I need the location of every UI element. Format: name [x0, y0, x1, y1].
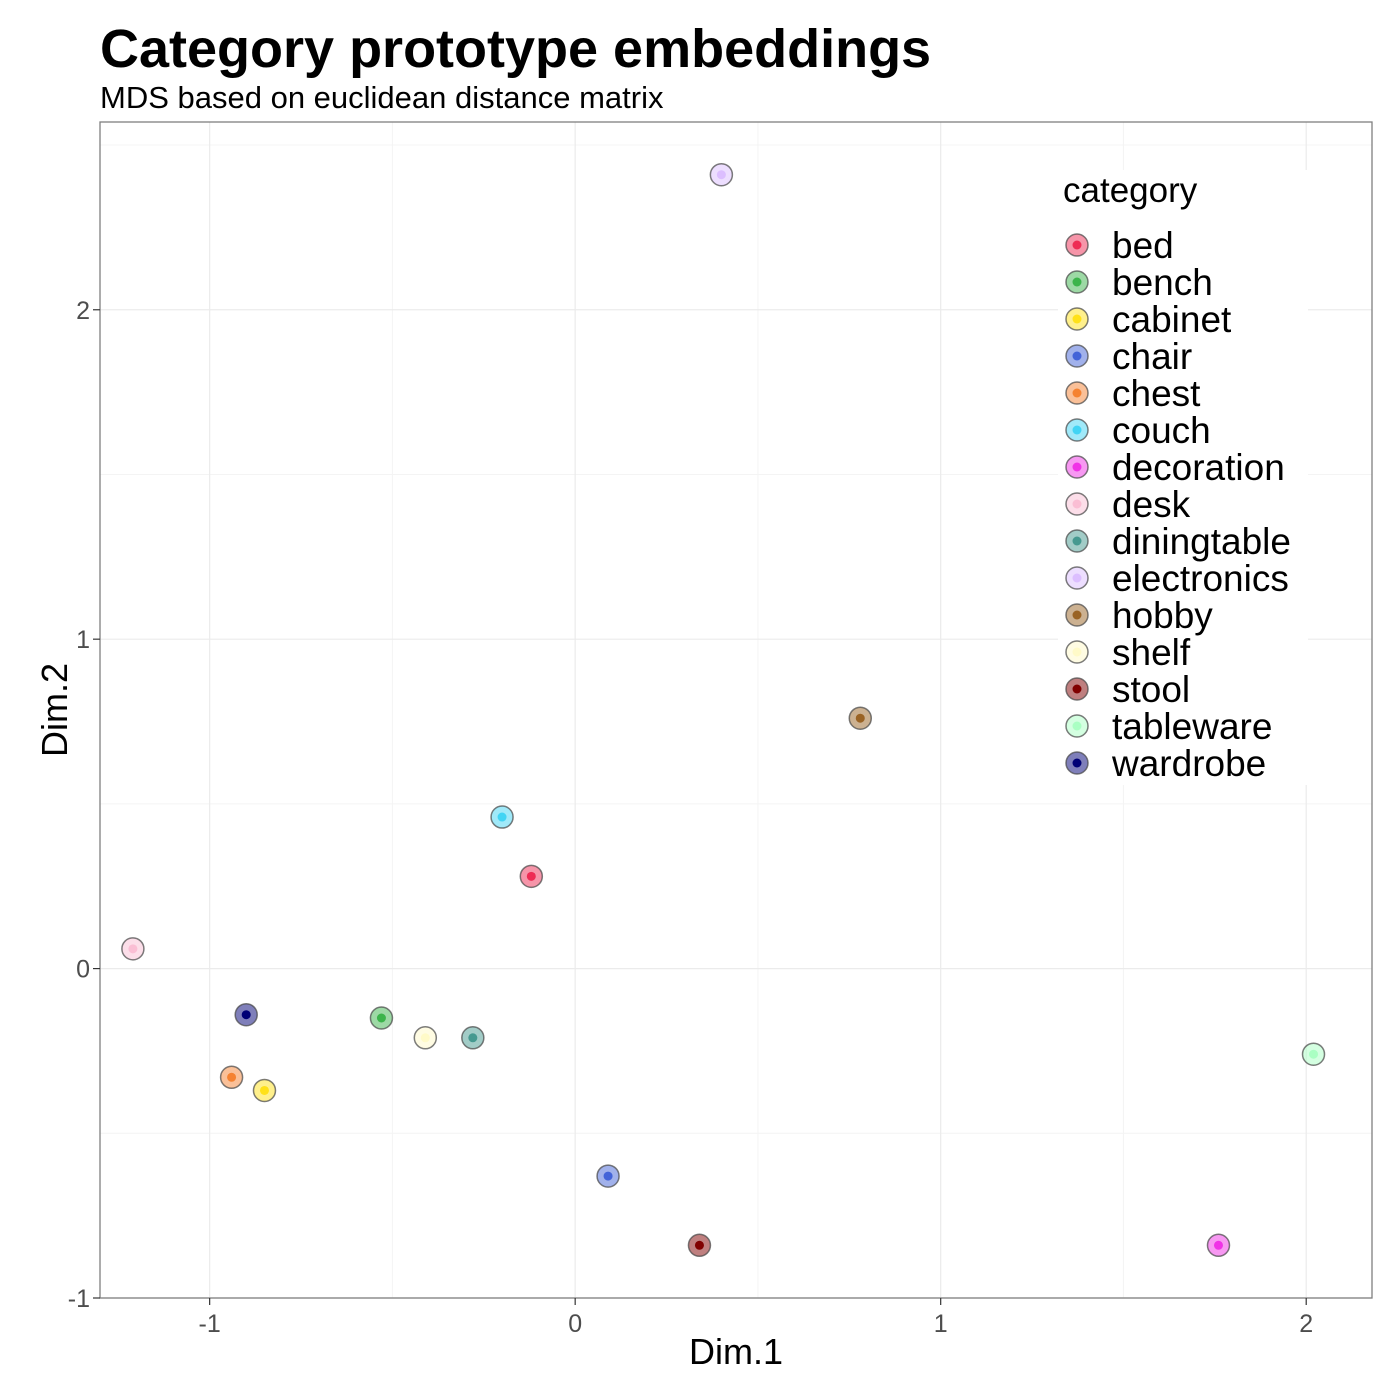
- y-tick-label: 0: [76, 956, 90, 984]
- legend-key-dot: [1072, 499, 1082, 509]
- point-dot: [1309, 1049, 1319, 1059]
- legend-key-dot: [1072, 721, 1082, 731]
- legend-key-dot: [1072, 684, 1082, 694]
- point-desk: [121, 937, 145, 961]
- legend-label: wardrobe: [1111, 743, 1266, 784]
- point-bench: [369, 1006, 394, 1030]
- legend-label: chair: [1112, 336, 1192, 377]
- legend-key-dot: [1072, 573, 1082, 583]
- legend-label: decoration: [1112, 447, 1285, 488]
- point-dot: [468, 1033, 478, 1043]
- point-dot: [716, 170, 726, 180]
- x-tick-label: 2: [1299, 1310, 1313, 1338]
- y-tick-label: 2: [76, 297, 90, 325]
- legend-key-dot: [1072, 425, 1082, 435]
- point-bed: [519, 864, 544, 889]
- legend-key-dot: [1072, 647, 1082, 657]
- point-tableware: [1301, 1042, 1326, 1066]
- point-dot: [376, 1013, 386, 1023]
- legend-item-diningtable: diningtable: [1065, 521, 1291, 562]
- legend-key-dot: [1072, 277, 1082, 287]
- point-cabinet: [252, 1078, 277, 1103]
- x-axis-title: Dim.1: [689, 1331, 783, 1372]
- point-dot: [241, 1010, 251, 1020]
- x-tick-label: 0: [568, 1310, 582, 1338]
- plot-panel-border: [99, 121, 1373, 1299]
- legend-item-wardrobe: wardrobe: [1065, 743, 1266, 784]
- point-hobby: [848, 706, 873, 730]
- point-dot: [497, 812, 507, 822]
- point-dot: [855, 713, 865, 723]
- legend-item-bench: bench: [1065, 262, 1213, 303]
- legend-key-dot: [1072, 610, 1082, 620]
- legend-title: category: [1063, 171, 1198, 210]
- data-points: [121, 162, 1326, 1258]
- chart-title: Category prototype embeddings: [100, 19, 932, 79]
- legend-label: cabinet: [1112, 299, 1232, 340]
- legend-label: diningtable: [1112, 521, 1291, 562]
- legend-item-stool: stool: [1065, 669, 1190, 710]
- legend-label: chest: [1112, 373, 1201, 414]
- point-stool: [687, 1233, 712, 1258]
- legend-key-dot: [1072, 536, 1082, 546]
- legend-key-dot: [1072, 314, 1082, 324]
- legend-key-dot: [1072, 351, 1082, 361]
- point-wardrobe: [234, 1002, 258, 1027]
- point-chair: [596, 1164, 620, 1188]
- legend-label: shelf: [1112, 632, 1191, 673]
- legend-item-chest: chest: [1065, 373, 1201, 414]
- legend-item-electronics: electronics: [1065, 558, 1289, 599]
- legend-item-hobby: hobby: [1065, 595, 1213, 636]
- chart-subtitle: MDS based on euclidean distance matrix: [100, 80, 664, 115]
- point-dot: [1213, 1240, 1223, 1250]
- y-tick-label: 1: [76, 626, 90, 654]
- point-shelf: [413, 1026, 438, 1050]
- legend-key-dot: [1072, 758, 1082, 768]
- legend: category bedbenchcabinetchairchestcouchd…: [1058, 170, 1308, 785]
- point-chest: [219, 1065, 244, 1090]
- point-dot: [603, 1171, 613, 1181]
- point-diningtable: [461, 1026, 485, 1050]
- legend-label: desk: [1112, 484, 1191, 525]
- y-tick-label: -1: [68, 1285, 90, 1313]
- legend-item-tableware: tableware: [1065, 706, 1272, 747]
- point-dot: [128, 944, 138, 954]
- legend-label: hobby: [1112, 595, 1213, 636]
- legend-item-couch: couch: [1065, 410, 1211, 451]
- point-dot: [420, 1033, 430, 1043]
- legend-label: stool: [1112, 669, 1190, 710]
- point-electronics: [709, 162, 734, 187]
- point-couch: [490, 805, 514, 829]
- point-dot: [259, 1085, 269, 1095]
- legend-label: bench: [1112, 262, 1213, 303]
- legend-key-dot: [1072, 388, 1082, 398]
- x-tick-label: -1: [199, 1310, 221, 1338]
- legend-label: couch: [1112, 410, 1211, 451]
- legend-item-cabinet: cabinet: [1065, 299, 1232, 340]
- legend-item-desk: desk: [1065, 484, 1191, 525]
- point-dot: [526, 871, 536, 881]
- legend-item-shelf: shelf: [1065, 632, 1191, 673]
- legend-label: electronics: [1112, 558, 1289, 599]
- legend-item-decoration: decoration: [1065, 447, 1285, 488]
- point-dot: [694, 1240, 704, 1250]
- point-decoration: [1206, 1233, 1231, 1258]
- legend-key-dot: [1072, 240, 1082, 250]
- axis-ticks: -1 0 1 2 -1 0 1 2: [68, 297, 1313, 1338]
- legend-item-chair: chair: [1065, 336, 1192, 377]
- x-tick-label: 1: [934, 1310, 948, 1338]
- legend-label: tableware: [1112, 706, 1272, 747]
- legend-key-dot: [1072, 462, 1082, 472]
- y-axis-title: Dim.2: [34, 663, 75, 757]
- legend-item-bed: bed: [1065, 225, 1174, 266]
- point-dot: [227, 1072, 237, 1082]
- legend-label: bed: [1112, 225, 1174, 266]
